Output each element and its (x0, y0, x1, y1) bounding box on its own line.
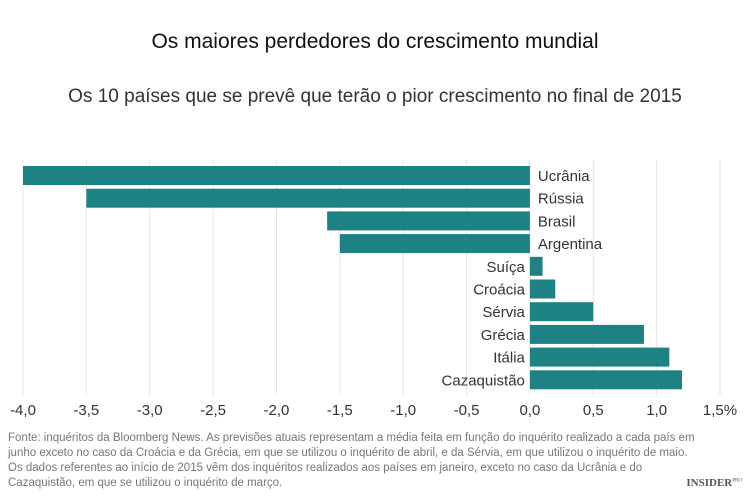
chart-title: Os maiores perdedores do crescimento mun… (151, 30, 599, 53)
bar (529, 347, 670, 367)
bar (529, 279, 556, 299)
bar (529, 256, 543, 276)
bar (339, 234, 530, 254)
category-label: Sérvia (482, 304, 525, 321)
bar (86, 188, 530, 208)
x-tick-label: -3,5 (73, 402, 99, 419)
footnote: Fonte: inquéritos da Bloomberg News. As … (8, 432, 695, 489)
bar (327, 211, 530, 231)
x-tick-label: -0,5 (454, 402, 480, 419)
bar (529, 370, 682, 390)
x-tick-label: -3,0 (137, 402, 163, 419)
category-label: Croácia (473, 282, 525, 299)
x-tick-label: 1,5% (703, 402, 737, 419)
x-tick-label: -2,0 (264, 402, 290, 419)
x-tick-label: 0,0 (519, 402, 540, 419)
insider-pro-logo: INSIDERPRO (686, 477, 742, 489)
category-label: Cazaquistão (442, 372, 525, 389)
category-label: Grécia (481, 327, 526, 344)
chart-subtitle: Os 10 países que se prevê que terão o pi… (68, 86, 682, 107)
category-label: Itália (493, 350, 525, 367)
x-tick-label: 0,5 (583, 402, 604, 419)
bar (23, 166, 530, 185)
category-label: Suíça (487, 259, 526, 276)
x-tick-label: -1,5 (327, 402, 353, 419)
category-label: Rússia (538, 191, 585, 208)
x-tick-label: -1,0 (390, 402, 416, 419)
category-label: Brasil (538, 213, 576, 230)
x-tick-label: -2,5 (200, 402, 226, 419)
category-label: Ucrânia (538, 168, 590, 185)
category-label: Argentina (538, 236, 603, 253)
bar (529, 302, 594, 322)
x-tick-label: -4,0 (10, 402, 36, 419)
bar (529, 324, 644, 344)
x-tick-label: 1,0 (646, 402, 667, 419)
